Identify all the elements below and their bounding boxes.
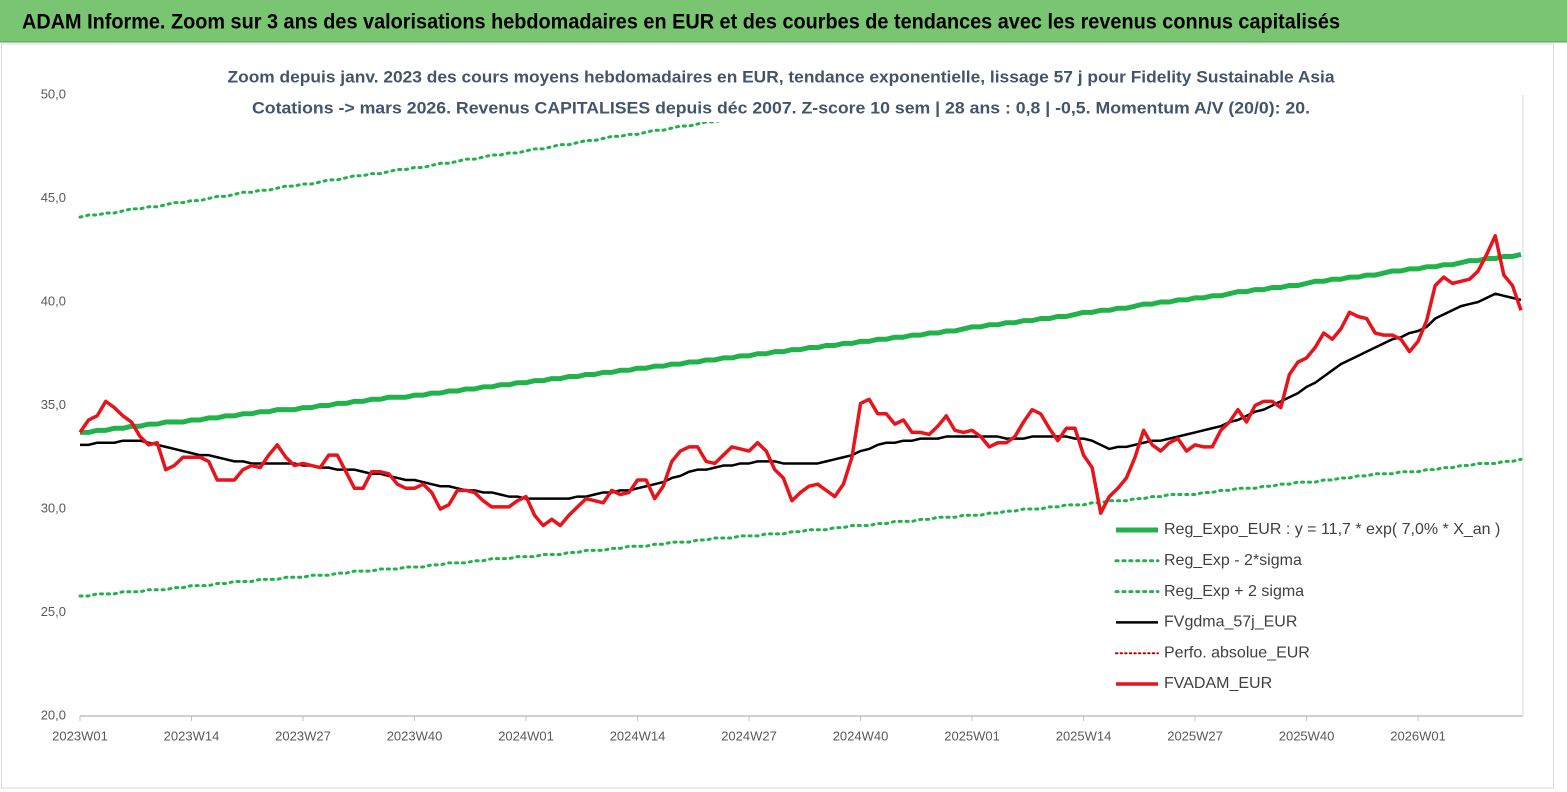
plot-area: [78, 95, 1523, 598]
y-tick-label: 20,0: [41, 707, 66, 722]
legend-label: Reg_Exp - 2*sigma: [1164, 552, 1302, 569]
chart-subtitle: Zoom depuis janv. 2023 des cours moyens …: [228, 67, 1336, 86]
x-tick-label: 2025W40: [1279, 728, 1335, 743]
x-tick-label: 2023W01: [52, 728, 108, 743]
page-title: ADAM Informe. Zoom sur 3 ans des valoris…: [22, 11, 1340, 34]
y-tick-label: 30,0: [41, 500, 66, 515]
series-line: [78, 457, 1523, 598]
x-tick-label: 2023W40: [387, 728, 443, 743]
header-bar: [0, 0, 1567, 42]
axes: 20,0 25,0 30,0 35,0 40,0 45,0 50,0 2023W01 2023W…: [41, 86, 1524, 743]
x-tick-label: 2025W27: [1167, 728, 1223, 743]
y-tick-label: 35,0: [41, 397, 66, 412]
legend-label: Reg_Expo_EUR : y = 11,7 * exp( 7,0% * X_…: [1164, 521, 1500, 538]
x-tick-label: 2023W27: [275, 728, 331, 743]
legend-label: Perfo. absolue_EUR: [1164, 644, 1310, 661]
chart-frame: [1, 43, 1554, 789]
x-tick-label: 2024W01: [498, 728, 554, 743]
legend: Reg_Expo_EUR : y = 11,7 * exp( 7,0% * X_…: [1114, 521, 1500, 692]
subtitle-background: [222, 62, 1340, 122]
legend-label: FVADAM_EUR: [1164, 675, 1272, 692]
y-tick-label: 50,0: [41, 86, 66, 101]
x-tick-label: 2024W14: [610, 728, 666, 743]
x-tick-label: 2024W27: [721, 728, 777, 743]
x-tick-label: 2023W14: [164, 728, 220, 743]
series-line: [78, 234, 1523, 528]
x-tick-label: 2026W01: [1390, 728, 1446, 743]
x-tick-label: 2025W01: [944, 728, 1000, 743]
y-tick-label: 40,0: [41, 293, 66, 308]
x-tick-label: 2024W40: [833, 728, 889, 743]
y-tick-label: 25,0: [41, 604, 66, 619]
chart-subtitle: Cotations -> mars 2026. Revenus CAPITALI…: [252, 98, 1310, 117]
x-tick-label: 2025W14: [1056, 728, 1112, 743]
legend-label: FVgdma_57j_EUR: [1164, 614, 1297, 631]
y-tick-label: 45,0: [41, 190, 66, 205]
legend-label: Reg_Exp + 2 sigma: [1164, 583, 1304, 600]
series-line: [80, 251, 1522, 435]
